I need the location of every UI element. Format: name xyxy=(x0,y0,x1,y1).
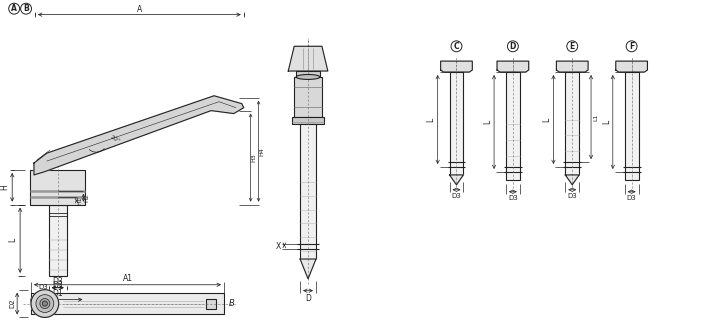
Text: D3: D3 xyxy=(451,193,462,199)
Bar xyxy=(506,72,520,180)
Text: H1: H1 xyxy=(78,196,82,205)
Text: L: L xyxy=(483,120,492,124)
Text: E: E xyxy=(570,42,575,51)
Text: B: B xyxy=(229,299,235,308)
Text: D1: D1 xyxy=(52,289,63,297)
Text: H2: H2 xyxy=(84,193,89,202)
Text: L: L xyxy=(427,117,435,122)
Text: D3: D3 xyxy=(38,284,48,290)
Circle shape xyxy=(42,301,47,306)
Text: D3: D3 xyxy=(627,195,636,201)
Text: L: L xyxy=(8,238,17,242)
Polygon shape xyxy=(449,175,463,185)
Bar xyxy=(206,298,216,309)
Bar xyxy=(296,71,320,77)
Bar xyxy=(566,72,579,175)
Bar xyxy=(30,170,85,205)
Text: D3: D3 xyxy=(52,281,63,290)
Polygon shape xyxy=(300,259,316,279)
Bar xyxy=(292,117,324,125)
Text: D3: D3 xyxy=(567,193,577,199)
Text: X: X xyxy=(276,242,281,251)
Polygon shape xyxy=(616,61,648,72)
Text: D3: D3 xyxy=(508,195,518,201)
Polygon shape xyxy=(289,46,328,71)
Polygon shape xyxy=(34,96,244,175)
Text: A: A xyxy=(137,5,142,14)
Text: L: L xyxy=(542,117,552,122)
Text: H: H xyxy=(0,184,9,190)
Text: C: C xyxy=(454,42,459,51)
Polygon shape xyxy=(441,61,473,72)
Polygon shape xyxy=(556,61,588,72)
Text: L1: L1 xyxy=(593,113,598,121)
Text: H3: H3 xyxy=(252,153,257,162)
Text: L: L xyxy=(602,120,611,124)
Text: 20°: 20° xyxy=(109,135,121,144)
Text: D: D xyxy=(305,294,311,303)
Text: B: B xyxy=(23,4,29,13)
Text: D3: D3 xyxy=(52,277,63,286)
Bar xyxy=(300,125,316,259)
Circle shape xyxy=(36,295,54,313)
Polygon shape xyxy=(566,175,579,185)
Polygon shape xyxy=(497,61,529,72)
Circle shape xyxy=(31,290,59,317)
Text: D2: D2 xyxy=(9,299,15,308)
Bar xyxy=(624,72,638,180)
Bar xyxy=(31,293,224,315)
Text: A: A xyxy=(11,4,17,13)
Text: F: F xyxy=(629,42,634,51)
Ellipse shape xyxy=(296,74,320,79)
Text: D: D xyxy=(510,42,516,51)
Text: H4: H4 xyxy=(260,147,265,155)
Circle shape xyxy=(40,298,49,309)
Bar xyxy=(449,72,463,175)
Bar xyxy=(49,205,67,276)
Bar xyxy=(294,77,322,117)
Text: A1: A1 xyxy=(122,274,132,283)
